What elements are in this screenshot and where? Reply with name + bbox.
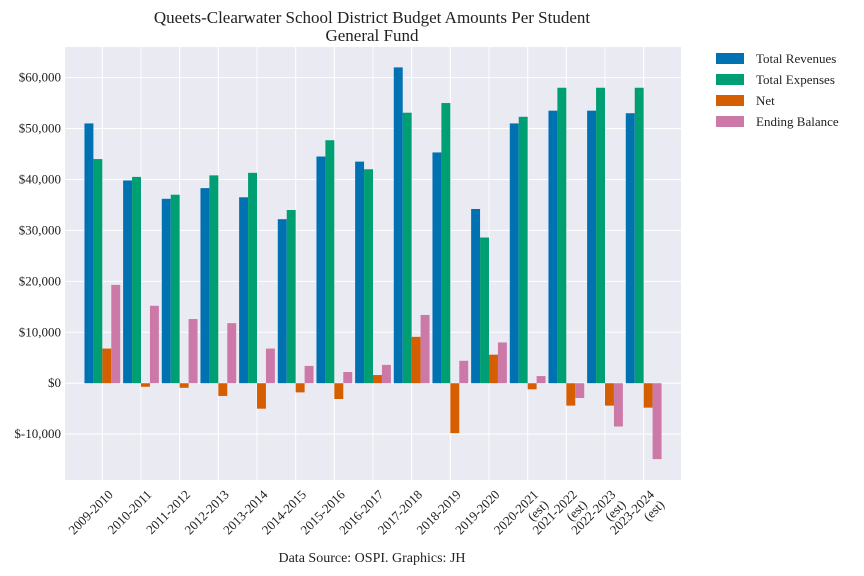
bar-total-revenues — [509, 123, 519, 384]
bar-ending-balance — [536, 376, 546, 384]
bar-total-revenues — [84, 123, 94, 384]
bar-total-revenues — [277, 219, 287, 384]
bar-total-revenues — [316, 156, 326, 384]
y-tick-label: $20,000 — [19, 273, 61, 288]
bar-total-expenses — [441, 103, 451, 384]
source-note: Data Source: OSPI. Graphics: JH — [278, 551, 465, 566]
x-axis: 2009-20102010-20112011-20122012-20132013… — [65, 487, 667, 538]
legend-swatch — [716, 53, 744, 64]
y-tick-label: $40,000 — [19, 171, 61, 186]
legend-swatch — [716, 74, 744, 85]
bar-total-revenues — [355, 161, 365, 384]
bar-ending-balance — [381, 364, 391, 384]
bar-net — [411, 336, 421, 384]
bar-total-expenses — [286, 210, 296, 384]
bar-total-revenues — [548, 110, 558, 384]
legend: Total Revenues Total Expenses Net Ending Ba… — [716, 51, 839, 129]
bar-ending-balance — [149, 305, 159, 384]
bar-total-revenues — [587, 110, 597, 384]
y-axis: $-10,000 $0 $10,000 $20,000 $30,000 $40,000 $5… — [14, 70, 61, 442]
legend-label: Net — [756, 93, 775, 108]
legend-swatch — [716, 95, 744, 106]
bar-total-expenses — [364, 169, 373, 384]
bar-ending-balance — [188, 319, 198, 384]
y-tick-label: $50,000 — [19, 121, 61, 136]
bar-total-revenues — [123, 180, 133, 384]
bar-ending-balance — [497, 342, 507, 384]
bar-total-revenues — [200, 188, 210, 384]
bar-net — [218, 383, 228, 396]
y-tick-label: $30,000 — [19, 222, 61, 237]
bars — [84, 67, 662, 460]
bar-total-revenues — [625, 113, 635, 384]
bar-ending-balance — [459, 360, 469, 384]
bar-net — [450, 383, 460, 434]
y-tick-label: $0 — [48, 375, 61, 390]
chart-subtitle: General Fund — [325, 26, 419, 45]
bar-total-expenses — [170, 194, 180, 384]
bar-net — [527, 383, 537, 390]
bar-net — [295, 383, 305, 393]
bar-net — [179, 383, 189, 388]
bar-total-revenues — [432, 152, 442, 384]
bar-net — [257, 383, 266, 409]
bar-net — [334, 383, 344, 400]
y-tick-label: $-10,000 — [14, 426, 61, 441]
y-tick-label: $10,000 — [19, 324, 61, 339]
bar-ending-balance — [304, 365, 314, 384]
bar-ending-balance — [420, 314, 430, 384]
bar-total-revenues — [239, 197, 249, 384]
legend-label: Total Expenses — [756, 72, 835, 87]
bar-ending-balance — [652, 383, 662, 460]
y-tick-label: $60,000 — [19, 70, 61, 85]
bar-net — [141, 383, 150, 387]
bar-ending-balance — [613, 383, 623, 427]
bar-total-expenses — [480, 237, 489, 384]
bar-total-expenses — [93, 159, 103, 384]
bar-ending-balance — [227, 323, 237, 384]
bar-net — [102, 348, 112, 384]
legend-swatch — [716, 116, 744, 127]
bar-total-expenses — [634, 87, 644, 384]
bar-ending-balance — [343, 372, 353, 384]
bar-total-expenses — [325, 140, 335, 384]
bar-ending-balance — [265, 348, 275, 384]
bar-ending-balance — [111, 284, 121, 384]
legend-label: Total Revenues — [756, 51, 836, 66]
bar-total-expenses — [402, 112, 412, 384]
bar-total-revenues — [471, 208, 481, 384]
bar-net — [643, 383, 653, 408]
bar-total-revenues — [161, 198, 171, 384]
bar-total-expenses — [248, 172, 257, 384]
bar-total-expenses — [132, 176, 141, 384]
bar-total-expenses — [209, 175, 219, 384]
bar-total-revenues — [393, 67, 403, 384]
bar-ending-balance — [575, 383, 585, 398]
bar-total-expenses — [596, 87, 605, 384]
bar-net — [566, 383, 576, 406]
chart-title: Queets-Clearwater School District Budget… — [154, 8, 591, 27]
bar-net — [489, 354, 498, 384]
bar-net — [373, 375, 382, 384]
bar-total-expenses — [518, 116, 528, 384]
bar-total-expenses — [557, 87, 567, 384]
legend-label: Ending Balance — [756, 114, 839, 129]
bar-net — [605, 383, 614, 406]
